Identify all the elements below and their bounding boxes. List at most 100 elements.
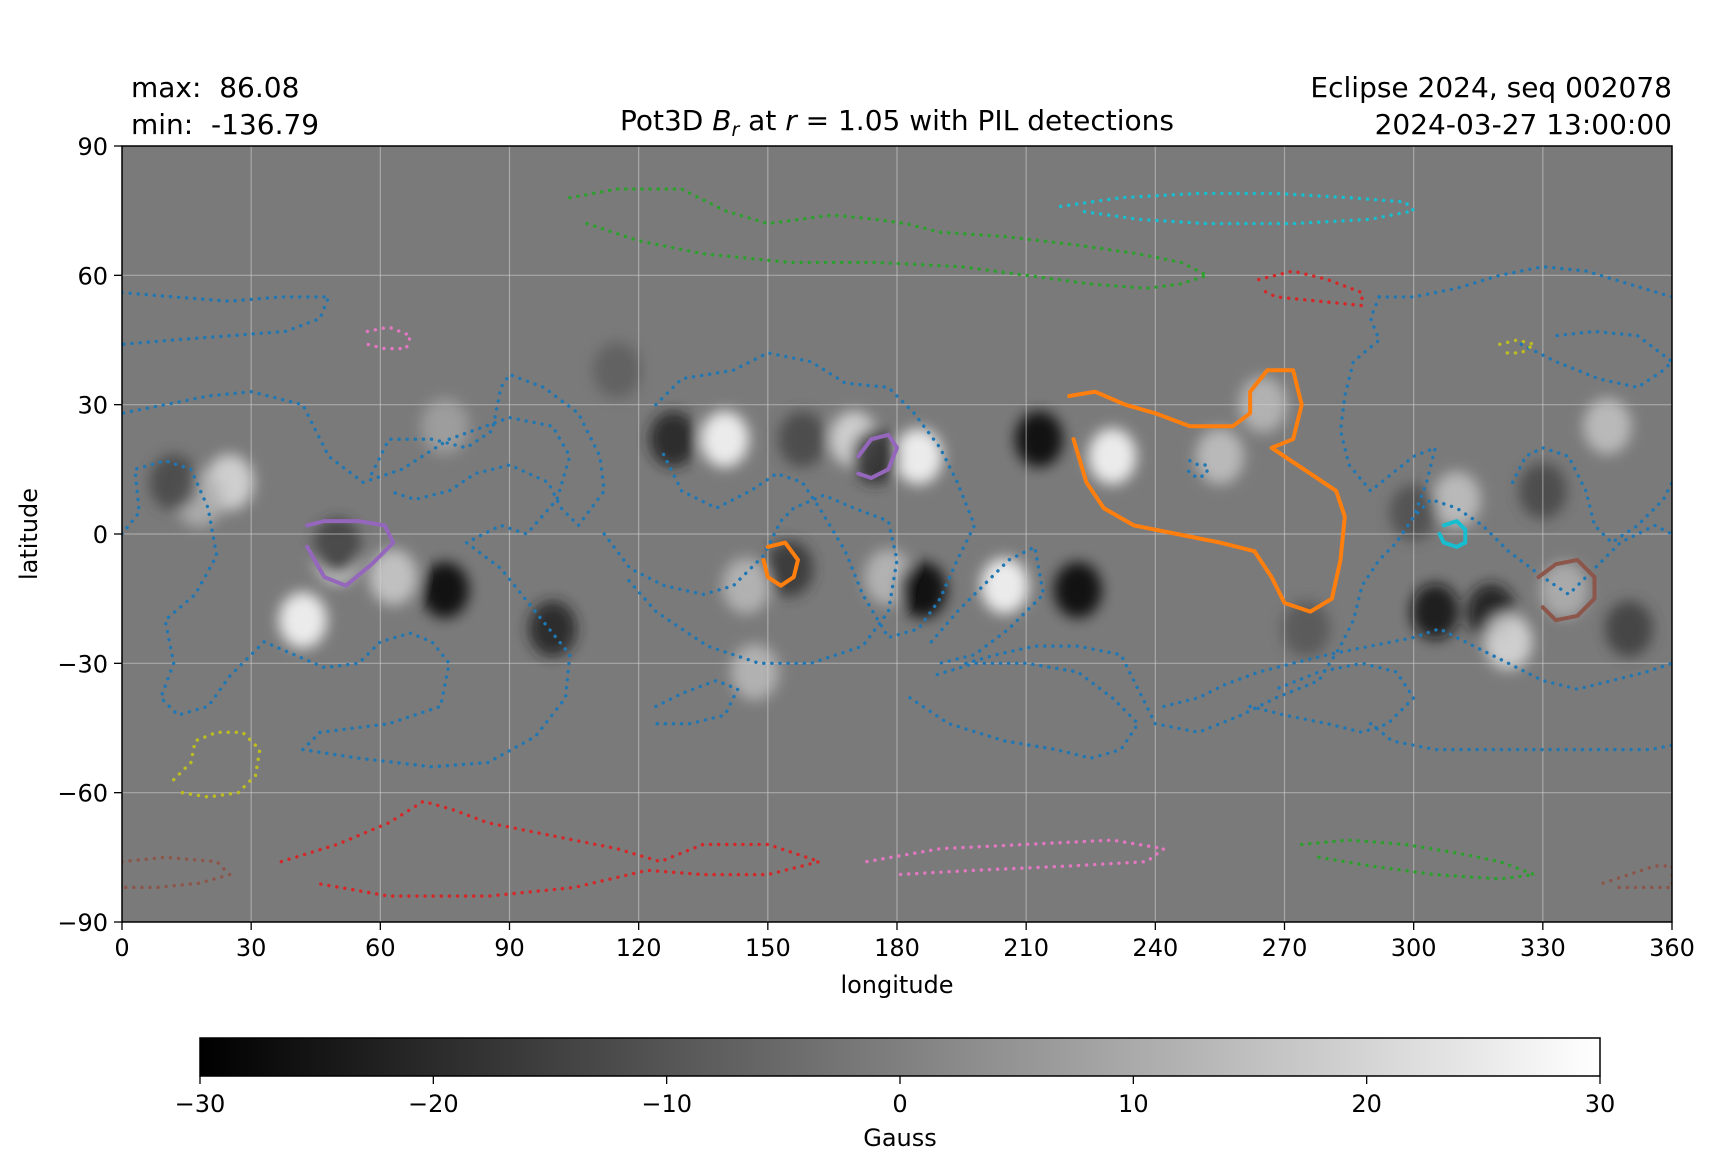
pil-contour-6	[929, 545, 1046, 665]
field-blob-35	[593, 342, 642, 399]
colorbar-tick-label-3: 0	[892, 1090, 907, 1118]
pil-contours	[122, 187, 1672, 898]
field-blob-31	[1540, 562, 1589, 619]
pil-contour-24	[1437, 519, 1468, 549]
y-axis-label: latitude	[15, 488, 43, 580]
field-blob-6	[313, 518, 362, 575]
y-tick-label-0: −90	[57, 909, 108, 937]
field-blob-8	[528, 600, 577, 657]
x-tick-label-5: 150	[745, 934, 791, 962]
pil-contour-32	[122, 855, 232, 890]
pil-contour-29	[172, 730, 262, 799]
pil-contour-11	[1368, 722, 1672, 752]
field-blob-20	[980, 557, 1029, 614]
y-tick-label-2: −30	[57, 650, 108, 678]
title-r: r	[785, 104, 798, 137]
pil-contour-18	[761, 540, 800, 588]
colorbar-tick-label-5: 20	[1351, 1090, 1382, 1118]
pil-contour-31	[1536, 557, 1597, 623]
pil-contour-5	[654, 678, 740, 726]
colorbar-gradient	[199, 1037, 1601, 1077]
title-sub: r	[731, 119, 740, 141]
x-tick-label-2: 60	[365, 934, 396, 962]
x-tick-label-4: 120	[616, 934, 662, 962]
pil-contour-7	[964, 497, 1672, 734]
colorbar-tick-label-0: −30	[175, 1090, 226, 1118]
date-label: 2024-03-27 13:00:00	[1375, 108, 1672, 141]
colorbar: −30 −20 −10 0 10 20 30 Gauss	[175, 1037, 1616, 1152]
title-suffix: = 1.05 with PIL detections	[797, 104, 1174, 137]
pil-contour-1	[122, 290, 331, 346]
colorbar-tick-label-6: 30	[1585, 1090, 1616, 1118]
chart-title: Pot3D Br at r = 1.05 with PIL detections	[620, 104, 1174, 141]
field-blob-26	[1432, 471, 1481, 528]
field-blob-4	[369, 549, 418, 606]
pil-contour-12	[1377, 265, 1672, 299]
field-blob-23	[1088, 428, 1137, 485]
field-blob-22	[1053, 562, 1102, 619]
pil-contour-16	[1183, 459, 1209, 480]
field-blob-28	[1411, 583, 1460, 640]
y-tick-label-6: 90	[77, 133, 108, 161]
pil-contour-19	[305, 519, 396, 588]
x-tick-label-8: 240	[1132, 934, 1178, 962]
field-blob-7	[149, 454, 198, 511]
pil-contour-17	[1067, 368, 1347, 614]
pil-contour-25	[1257, 269, 1364, 308]
min-stat: min: -136.79	[131, 108, 319, 141]
field-blob-17	[730, 643, 779, 700]
field-blob-5	[420, 562, 469, 619]
y-axis: −90 −60 −30 0 30 60 90	[57, 133, 122, 937]
x-tick-label-9: 270	[1262, 934, 1308, 962]
field-blob-19	[898, 562, 947, 619]
colorbar-tick-label-2: −10	[641, 1090, 692, 1118]
field-blob-32	[1583, 398, 1632, 455]
x-tick-label-6: 180	[874, 934, 920, 962]
x-tick-label-3: 90	[494, 934, 525, 962]
field-blob-9	[649, 411, 698, 468]
colorbar-tick-label-4: 10	[1118, 1090, 1149, 1118]
colorbar-tick-label-1: −20	[408, 1090, 459, 1118]
field-blob-21	[1015, 411, 1064, 468]
pil-contour-8	[908, 661, 1140, 760]
x-tick-label-0: 0	[114, 934, 129, 962]
x-tick-label-11: 330	[1520, 934, 1566, 962]
pil-contour-26	[279, 799, 822, 898]
pil-contour-13	[1338, 295, 1437, 545]
colorbar-ticks: −30 −20 −10 0 10 20 30	[175, 1076, 1616, 1118]
field-blob-36	[420, 398, 469, 455]
pil-contour-4	[602, 493, 899, 665]
run-label: Eclipse 2024, seq 002078	[1310, 71, 1672, 104]
y-tick-label-1: −60	[57, 780, 108, 808]
y-tick-label-4: 30	[77, 392, 108, 420]
x-tick-label-7: 210	[1003, 934, 1049, 962]
field-blob-1	[278, 592, 327, 649]
title-prefix: Pot3D	[620, 104, 712, 137]
x-axis: 0 30 60 90 120 150 180 210 240 270 300 330 360	[114, 922, 1695, 962]
pil-contour-22	[1300, 838, 1536, 881]
field-blob-11	[778, 411, 827, 468]
field-blob-10	[700, 411, 749, 468]
max-stat: max: 86.08	[131, 71, 299, 104]
y-tick-label-3: 0	[93, 521, 108, 549]
pil-contour-14	[1519, 329, 1672, 390]
field-blob-33	[1604, 600, 1653, 657]
x-tick-label-10: 300	[1391, 934, 1437, 962]
field-blob-37	[1282, 600, 1331, 657]
field-blob-30	[1484, 613, 1533, 670]
pil-contour-30	[1498, 338, 1536, 355]
pil-contour-28	[865, 838, 1166, 877]
field-blob-16	[722, 557, 771, 614]
pil-contour-20	[856, 432, 899, 480]
pil-contour-10	[1248, 661, 1416, 734]
plot-area	[121, 145, 1673, 923]
colorbar-label: Gauss	[863, 1124, 937, 1152]
title-var: B	[712, 104, 731, 137]
x-axis-label: longitude	[840, 971, 953, 999]
title-mid: at	[739, 104, 785, 137]
y-tick-label-5: 60	[77, 262, 108, 290]
x-tick-label-12: 360	[1649, 934, 1695, 962]
field-blob-13	[894, 428, 943, 485]
x-tick-label-1: 30	[236, 934, 267, 962]
